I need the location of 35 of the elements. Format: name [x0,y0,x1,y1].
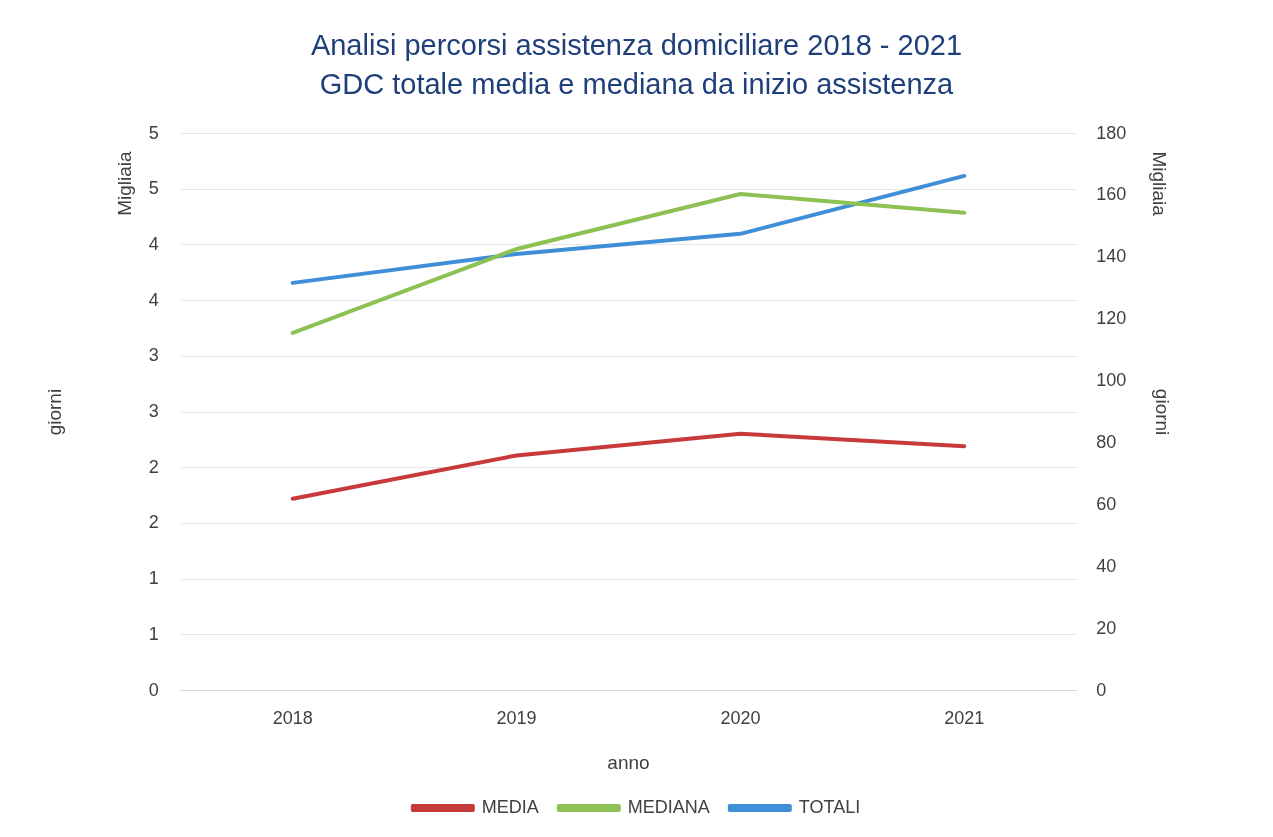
legend-label: MEDIANA [627,796,710,817]
chart-title: Analisi percorsi assistenza domiciliare 2018 - 2021 [310,29,963,62]
x-tick-label: 2020 [720,708,761,729]
x-tick-label: 2019 [496,708,537,729]
y-tick-label: 3 [148,345,159,366]
y2-tick-label: 0 [1096,679,1107,700]
y-axis-title: giorni [43,388,65,436]
y-tick-label: 5 [148,122,159,143]
y-tick-label: 0 [148,679,159,700]
y2-tick-label: 80 [1096,432,1117,453]
chart-subtitle: GDC totale media e mediana da inizio assistenza [319,68,955,101]
y-tick-label: 5 [148,178,159,199]
legend-label: MEDIA [481,796,539,817]
y2-axis-title: giorni [1152,388,1174,436]
y-tick-label: 1 [148,623,159,644]
y-tick-label: 2 [148,456,159,477]
x-axis-title: anno [607,751,650,773]
y2-tick-label: 180 [1096,122,1127,143]
y2-tick-label: 100 [1096,370,1127,391]
y2-tick-label: 40 [1096,555,1117,576]
y-tick-label: 2 [148,512,159,533]
text: Migliaia [114,150,136,216]
y-tick-label: 1 [148,568,159,589]
text: Migliaia [1148,151,1170,217]
legend-label: TOTALI [798,796,861,817]
y2-tick-label: 60 [1096,493,1117,514]
y2-tick-label: 20 [1096,617,1117,638]
y2-tick-label: 140 [1096,246,1127,267]
y2-tick-label: 160 [1096,184,1127,205]
x-tick-label: 2021 [944,708,985,729]
x-tick-label: 2018 [272,708,313,729]
y-tick-label: 4 [148,233,159,254]
y-tick-label: 4 [148,289,159,310]
y-tick-label: 3 [148,401,159,422]
y2-tick-label: 120 [1096,308,1127,329]
